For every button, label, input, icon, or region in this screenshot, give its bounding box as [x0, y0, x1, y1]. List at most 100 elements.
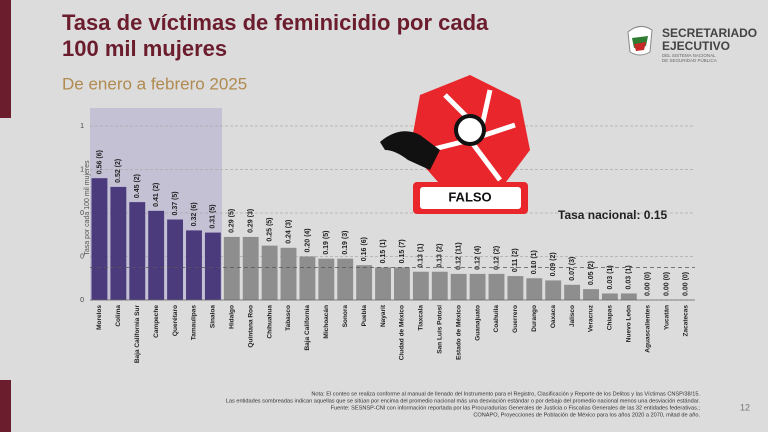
chart-subtitle: De enero a febrero 2025: [62, 74, 247, 93]
x-tick-label: Puebla: [361, 305, 368, 327]
bar: [356, 265, 373, 300]
bar: [223, 236, 240, 300]
bar: [129, 202, 146, 300]
bar: [507, 276, 524, 300]
logo-subtitle: DE SEGURIDAD PÚBLICA: [662, 57, 717, 63]
stamp-label-box: [420, 187, 521, 209]
x-tick-label: Tabasco: [285, 305, 292, 331]
bar: [412, 271, 429, 300]
bar: [620, 293, 637, 300]
note: Nota: El conteo se realiza conforme al m…: [311, 391, 700, 397]
x-tick-label: Zacatecas: [682, 305, 689, 337]
note: Fuente: SESNSP-CNI con información repor…: [331, 405, 701, 411]
x-tick-label: Jalisco: [569, 305, 576, 327]
data-label: 0.12 (4): [474, 246, 481, 270]
reference-label: Tasa nacional: 0.15: [558, 208, 667, 222]
data-label: 0.09 (2): [550, 252, 557, 276]
data-label: 0.29 (3): [248, 209, 255, 233]
stamp-lines: [429, 89, 516, 182]
data-label: 0.31 (5): [210, 204, 217, 228]
chart-title: 100 mil mujeres: [62, 36, 227, 61]
x-tick-label: Nayarit: [380, 304, 387, 327]
bar: [204, 232, 221, 300]
data-label: 0.10 (1): [531, 250, 538, 274]
page-number: 12: [740, 402, 750, 412]
bar: [564, 284, 581, 300]
x-tick-label: Baja California Sur: [134, 305, 141, 364]
bar: [186, 230, 202, 300]
side-bar: [0, 0, 11, 118]
x-tick-label: Campeche: [153, 305, 160, 338]
y-tick-label: 1: [80, 123, 84, 130]
note: Las entidades sombreadas indican aquella…: [226, 398, 701, 404]
data-label: 0.19 (3): [342, 231, 349, 255]
data-label: 0.20 (4): [304, 228, 311, 252]
x-tick-label: Tlaxcala: [418, 305, 425, 331]
data-label: 0.11 (2): [512, 248, 519, 272]
y-tick-label: 0: [80, 297, 84, 304]
x-tick-label: Guanajuato: [474, 305, 481, 341]
bar: [394, 267, 410, 300]
x-tick-label: Quintana Roo: [247, 305, 254, 348]
data-label: 0.12 (11): [456, 242, 463, 270]
x-tick-label: Estado de México: [455, 305, 462, 360]
x-tick-label: Sonora: [342, 305, 349, 328]
data-label: 0.45 (2): [134, 174, 141, 198]
logo-icon: [634, 42, 646, 51]
x-tick-label: Yucatán: [663, 305, 670, 330]
data-label: 0.15 (1): [380, 239, 387, 263]
plot: 0 0 0 1 1 0.56 (6) Morelos 0.52 (2) Colima 0.45 (…: [80, 123, 695, 363]
logo: SECRETARIADO EJECUTIVO DEL SISTEMA NACIO…: [627, 26, 757, 63]
data-label: 0.16 (6): [361, 237, 368, 261]
x-tick-label: Veracruz: [588, 304, 595, 332]
x-tick-label: San Luis Potosí: [436, 305, 443, 354]
bar: [280, 247, 297, 300]
stamp-label: FALSO: [448, 189, 491, 204]
data-label: 0.13 (2): [437, 244, 444, 268]
bar: [526, 278, 543, 300]
stamp: FALSO: [380, 75, 530, 214]
data-label: 0.12 (2): [493, 246, 500, 270]
x-tick-label: Sinaloa: [210, 305, 217, 329]
bar: [110, 186, 127, 300]
y-tick-label: 0: [80, 253, 84, 260]
hand: [380, 131, 440, 170]
x-tick-label: Durango: [531, 305, 538, 332]
magnifier: [454, 114, 486, 146]
side-bar: [0, 380, 11, 432]
data-label: 0.32 (6): [191, 202, 198, 226]
x-tick-label: Morelos: [96, 305, 103, 330]
bar: [261, 245, 278, 300]
data-label: 0.05 (2): [588, 261, 595, 285]
y-axis-title: Tasa por cada 100 mil mujeres: [84, 160, 91, 256]
note: CONAPO, Proyecciones de Población de Méx…: [473, 412, 700, 418]
logo-title: EJECUTIVO: [662, 39, 730, 53]
bar: [242, 236, 259, 300]
data-label: 0.00 (0): [682, 272, 689, 296]
bar: [299, 256, 316, 300]
data-label: 0.03 (1): [626, 265, 633, 289]
bar: [469, 273, 486, 300]
chart-title: Tasa de víctimas de feminicidio por cada: [62, 10, 489, 35]
bar: [583, 289, 599, 300]
bar: [375, 267, 391, 300]
data-label: 0.25 (5): [266, 218, 273, 242]
logo-title: SECRETARIADO: [662, 26, 757, 40]
data-label: 0.37 (5): [172, 191, 179, 215]
x-tick-label: Tamaulipas: [191, 305, 198, 341]
data-label: 0.13 (1): [418, 244, 425, 268]
x-tick-label: Aguascalientes: [644, 305, 651, 353]
x-tick-label: Oaxaca: [550, 305, 557, 329]
data-label: 0.00 (0): [645, 272, 652, 296]
bar: [431, 271, 448, 300]
bar: [601, 293, 618, 300]
x-tick-label: Baja California: [304, 305, 311, 351]
y-tick-label: 0: [80, 210, 84, 217]
data-label: 0.15 (7): [399, 239, 406, 263]
y-tick-label: 1: [80, 166, 84, 173]
data-label: 0.00 (0): [663, 272, 670, 296]
x-tick-label: Michoacán: [323, 305, 330, 339]
data-label: 0.52 (2): [115, 159, 122, 183]
bar: [450, 273, 467, 300]
